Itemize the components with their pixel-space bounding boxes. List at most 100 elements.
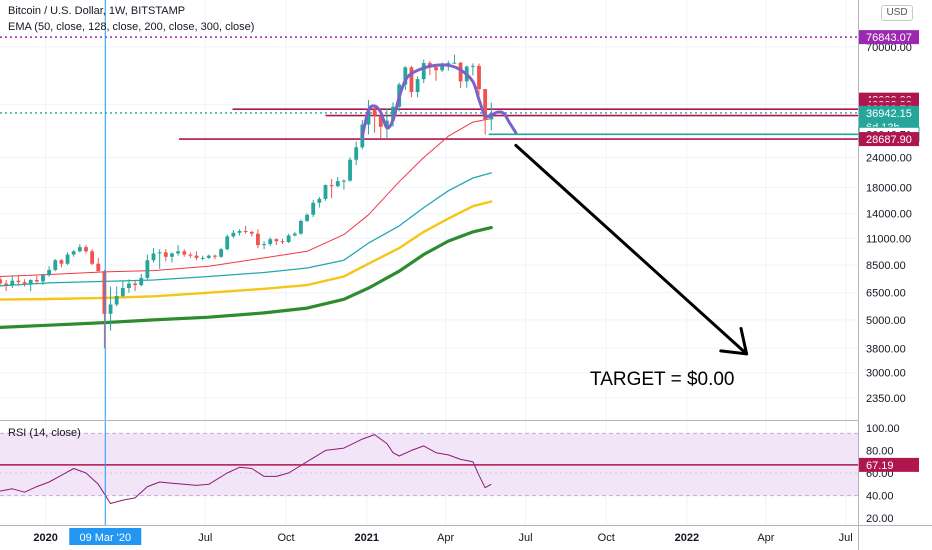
candle [421,63,426,80]
candle [200,257,205,259]
candle [354,147,359,160]
candle [372,109,377,116]
candle [16,280,21,283]
y-tick-label: 14000.00 [866,208,912,220]
candle [335,181,340,187]
y-tick-label: 24000.00 [866,153,912,165]
candle [145,260,150,278]
candle [237,231,242,233]
target-arrow-shaft [514,143,749,356]
candle [323,185,328,199]
candle [452,62,457,64]
candle [348,159,352,181]
candle [133,283,138,286]
candle [415,79,420,93]
candle [206,255,211,258]
candle [127,283,131,289]
y-tick-label: 5000.00 [866,315,906,327]
candle [163,252,168,257]
candle [53,260,58,270]
candle [28,280,33,284]
rsi-y-tick-label: 40.00 [866,491,894,503]
candle [403,67,408,85]
rsi-line [0,434,492,504]
candle [114,295,119,305]
y-tick-label: 3800.00 [866,343,906,355]
candle [59,260,64,264]
candle [0,279,2,284]
candle [458,62,463,82]
candle [268,239,273,245]
x-tick-label: Oct [598,532,615,544]
candle [470,65,475,67]
y-tick-label: 6500.00 [866,288,906,300]
candle [77,247,82,252]
candle [311,202,316,215]
candle [157,252,162,254]
candle [249,231,254,234]
candle [477,65,481,90]
candle [409,67,414,93]
candle [139,277,144,286]
y-tick-label: 18000.00 [866,182,912,194]
rsi-value-badge [859,457,919,472]
currency-badge[interactable]: USD [881,5,913,21]
x-tick-label: Jul [518,532,532,544]
candle [170,253,174,257]
candle [65,254,70,264]
ema-128-line [0,172,492,287]
target-arrow-head [719,326,749,356]
candle [341,180,346,182]
candle [286,235,291,243]
y-tick-label: 2350.00 [866,393,906,405]
crosshair-date-label: 09 Mar '20 [79,532,131,544]
price-label-text: 28687.90 [866,134,912,146]
ema-50-line [0,118,492,277]
candle [182,251,187,255]
rsi-y-tick-label: 20.00 [866,513,894,525]
candle [84,247,88,252]
candle [41,275,45,282]
candle [225,236,230,250]
candle [194,255,199,258]
candle [22,282,27,284]
head-and-shoulders-curve [360,63,518,138]
y-tick-label: 11000.00 [866,233,911,245]
rsi-value-label: 67.19 [866,460,894,472]
price-label-badge [859,132,919,147]
candle [317,198,322,203]
candle [102,271,107,314]
candle [299,220,303,234]
rsi-y-tick-label: 100.00 [866,423,900,435]
ema-300-line [0,226,493,329]
candle [434,67,438,71]
x-tick-label: Apr [757,532,774,544]
candle [10,280,15,286]
candle [391,106,395,121]
candle [483,89,488,120]
candle [108,304,113,314]
candle [231,232,236,237]
candle [262,244,266,246]
candle [292,233,297,236]
candle [280,241,285,243]
chart-title: Bitcoin / U.S. Dollar, 1W, BITSTAMP [8,5,186,17]
candle [71,251,76,255]
price-label-badge [859,30,919,45]
candle [384,120,389,127]
candle [120,288,125,296]
x-tick-label: 2020 [33,532,57,544]
rsi-y-tick-label: 80.00 [866,445,894,457]
candle [256,233,260,246]
x-tick-label: 2021 [354,532,378,544]
y-tick-label: 70000.00 [866,42,912,54]
candle [329,185,334,187]
x-tick-label: 2022 [675,532,699,544]
ema-indicator-label: EMA (50, close, 128, close, 200, close, … [8,21,255,33]
candle [176,251,180,254]
x-tick-label: Jul [198,532,212,544]
candle [243,231,248,233]
candle [305,214,309,221]
